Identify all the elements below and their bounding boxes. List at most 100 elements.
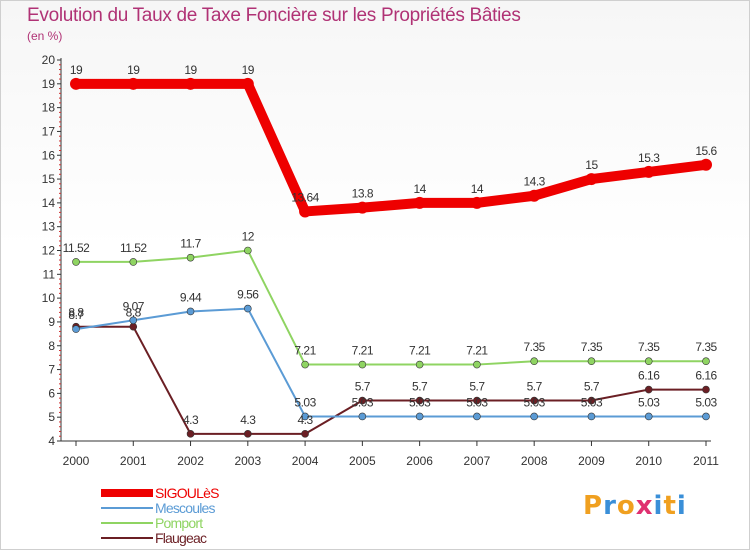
data-point <box>470 196 483 209</box>
y-tick-label: 10 <box>42 291 56 305</box>
y-tick-label: 4 <box>48 434 55 448</box>
data-point <box>415 412 424 421</box>
data-label: 4.3 <box>297 413 313 427</box>
data-point <box>528 189 541 202</box>
data-label: 14 <box>471 182 484 196</box>
data-point <box>473 360 481 369</box>
data-label: 5.03 <box>409 395 431 409</box>
data-point <box>299 205 312 218</box>
data-label: 9.56 <box>237 288 259 302</box>
data-point <box>702 357 710 366</box>
y-tick-label: 14 <box>42 196 56 210</box>
x-tick-label: 2007 <box>464 454 491 468</box>
data-point <box>301 430 309 438</box>
data-label: 14 <box>413 182 426 196</box>
y-tick-label: 5 <box>48 410 55 424</box>
series-line <box>75 307 706 418</box>
y-tick-label: 18 <box>42 101 56 115</box>
data-label: 5.03 <box>294 395 316 409</box>
x-tick-label: 2003 <box>234 454 261 468</box>
data-point <box>473 412 481 421</box>
data-point <box>644 385 653 394</box>
legend: SIGOULèS Mescoules Pomport Flaugeac <box>101 484 219 546</box>
data-point <box>186 430 195 438</box>
legend-item: SIGOULèS <box>101 484 219 501</box>
data-label: 5.03 <box>466 395 488 409</box>
data-label: 5.03 <box>638 395 660 409</box>
data-label: 8.8 <box>126 306 142 320</box>
data-label: 8.8 <box>68 306 84 320</box>
data-point <box>129 316 138 325</box>
data-point <box>473 396 481 405</box>
data-point <box>644 357 653 366</box>
x-tick-label: 2006 <box>406 454 433 468</box>
data-point <box>415 360 424 369</box>
data-label: 7.35 <box>695 340 717 354</box>
data-point <box>358 412 367 421</box>
data-label: 7.21 <box>409 344 431 358</box>
x-tick-label: 2001 <box>120 454 147 468</box>
data-label: 7.35 <box>524 340 546 354</box>
data-point <box>530 412 538 421</box>
data-point <box>530 396 538 405</box>
legend-label: Flaugeac <box>155 529 207 546</box>
chart-title: Evolution du Taux de Taxe Foncière sur l… <box>27 5 521 26</box>
data-point <box>72 325 80 333</box>
series-layer <box>70 77 712 438</box>
data-point <box>70 77 82 90</box>
legend-swatch <box>101 506 153 509</box>
data-label: 9.07 <box>123 299 145 313</box>
series-line <box>76 325 706 435</box>
x-tick-label: 2000 <box>63 454 90 468</box>
data-label: 7.21 <box>294 344 316 358</box>
data-label: 7.21 <box>352 344 374 358</box>
y-tick-label: 13 <box>42 220 56 234</box>
legend-item: Mescoules <box>101 500 219 516</box>
x-tick-label: 2004 <box>292 454 319 468</box>
data-point <box>700 158 712 171</box>
data-label: 5.03 <box>581 395 603 409</box>
chart-subtitle: (en %) <box>27 29 63 43</box>
data-point <box>358 396 367 405</box>
x-tick-label: 2002 <box>177 454 204 468</box>
data-point <box>356 201 369 214</box>
data-label: 4.3 <box>240 413 256 427</box>
data-point <box>301 412 309 421</box>
data-point <box>244 246 252 255</box>
data-point <box>702 385 710 394</box>
data-label: 5.03 <box>352 395 374 409</box>
data-label: 12 <box>242 230 255 244</box>
data-point <box>644 412 653 421</box>
data-label: 19 <box>70 63 83 77</box>
legend-label: SIGOULèS <box>155 484 219 501</box>
logo-letter: t <box>663 491 677 521</box>
data-label: 6.16 <box>638 369 660 383</box>
data-point <box>587 412 596 421</box>
data-label: 11.7 <box>180 237 201 251</box>
data-point <box>413 196 426 209</box>
data-point <box>244 430 252 438</box>
data-label: 11.52 <box>120 241 147 255</box>
data-point <box>241 77 254 90</box>
data-label: 6.16 <box>695 369 717 383</box>
data-point <box>301 360 309 369</box>
data-point <box>184 77 197 90</box>
y-tick-label: 11 <box>43 267 56 281</box>
data-label: 5.7 <box>584 380 600 394</box>
series-line <box>76 78 707 217</box>
legend-item: Pomport <box>101 515 219 531</box>
x-tick-label: 2009 <box>578 454 605 468</box>
data-point <box>585 173 598 186</box>
data-point <box>129 322 138 331</box>
logo-letter: r <box>603 491 617 521</box>
data-point <box>587 396 596 405</box>
data-label: 11.52 <box>63 241 90 255</box>
labels-layer: 8.8 8.8 4.3 4.3 4.3 5.7 5.7 5.7 5.7 5.7 6.16 6.16 8.… <box>63 63 718 427</box>
data-label: 19 <box>127 63 140 77</box>
x-tick-label: 2005 <box>349 454 376 468</box>
legend-item: Flaugeac <box>101 529 219 546</box>
data-label: 4.3 <box>183 413 199 427</box>
data-label: 7.35 <box>581 340 603 354</box>
y-tick-label: 9 <box>48 315 55 329</box>
data-label: 13.8 <box>352 187 374 201</box>
